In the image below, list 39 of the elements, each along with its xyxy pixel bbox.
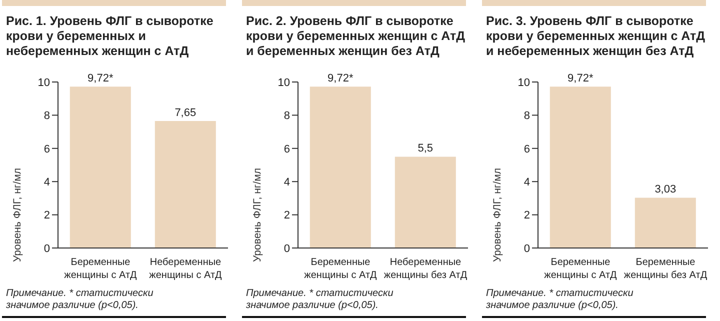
x-tick-label: Беременные женщины с АтД	[304, 257, 378, 282]
x-tick-label: Беременные женщины с АтД	[544, 257, 618, 282]
y-tick-label: 4	[524, 176, 530, 189]
y-tick-label: 10	[518, 76, 530, 89]
y-tick-label: 0	[44, 242, 50, 255]
data-label: 5,5	[418, 142, 434, 155]
y-tick-label: 2	[524, 210, 530, 222]
data-label: 9,72*	[88, 72, 114, 85]
y-axis-title: Уровень ФЛГ, нг/мл	[492, 168, 504, 262]
x-tick-label: Беременные женщины с АтД	[64, 257, 138, 282]
y-tick-label: 8	[284, 110, 290, 122]
y-tick-label: 2	[44, 210, 50, 222]
y-tick-label: 6	[524, 143, 530, 156]
y-tick-label: 10	[278, 76, 290, 89]
y-tick-label: 8	[524, 110, 530, 122]
text: Примечание. * статистически значимое различие (p<0,05).	[246, 288, 394, 312]
data-label: 7,65	[174, 107, 196, 120]
data-label: 9,72*	[328, 72, 354, 85]
y-tick-label: 6	[284, 143, 290, 156]
chart-title: Рис. 2. Уровень ФЛГ в сыворотке крови у беременных женщин с АтД и беременных женщин без АтД	[246, 14, 466, 59]
y-tick-label: 0	[284, 242, 290, 255]
chart-title: Рис. 1. Уровень ФЛГ в сыворотке крови у беременных и небеременных женщин с АтД	[6, 14, 214, 59]
y-axis-title: Уровень ФЛГ, нг/мл	[252, 168, 264, 262]
y-tick-label: 4	[284, 176, 290, 189]
y-tick-label: 10	[38, 76, 50, 89]
data-label: 9,72*	[568, 72, 594, 85]
y-tick-label: 8	[44, 110, 50, 122]
chart-title: Рис. 3. Уровень ФЛГ в сыворотке крови у беременных женщин с АтД и небеременных женщин без АтД	[486, 14, 706, 59]
x-tick-label: Беременные женщины без АтД	[624, 257, 708, 282]
y-tick-label: 2	[284, 210, 290, 222]
text: Примечание. * статистически значимое различие (p<0,05).	[486, 288, 634, 312]
x-tick-label: Небеременные женщины без АтД	[384, 257, 468, 282]
y-axis-title: Уровень ФЛГ, нг/мл	[12, 168, 24, 262]
data-label: 3,03	[654, 184, 676, 196]
y-tick-label: 0	[524, 242, 530, 255]
y-tick-label: 6	[44, 143, 50, 156]
text: Примечание. * статистически значимое различие (p<0,05).	[6, 288, 154, 312]
y-tick-label: 4	[44, 176, 50, 189]
x-tick-label: Небеременные женщины с АтД	[149, 257, 222, 282]
